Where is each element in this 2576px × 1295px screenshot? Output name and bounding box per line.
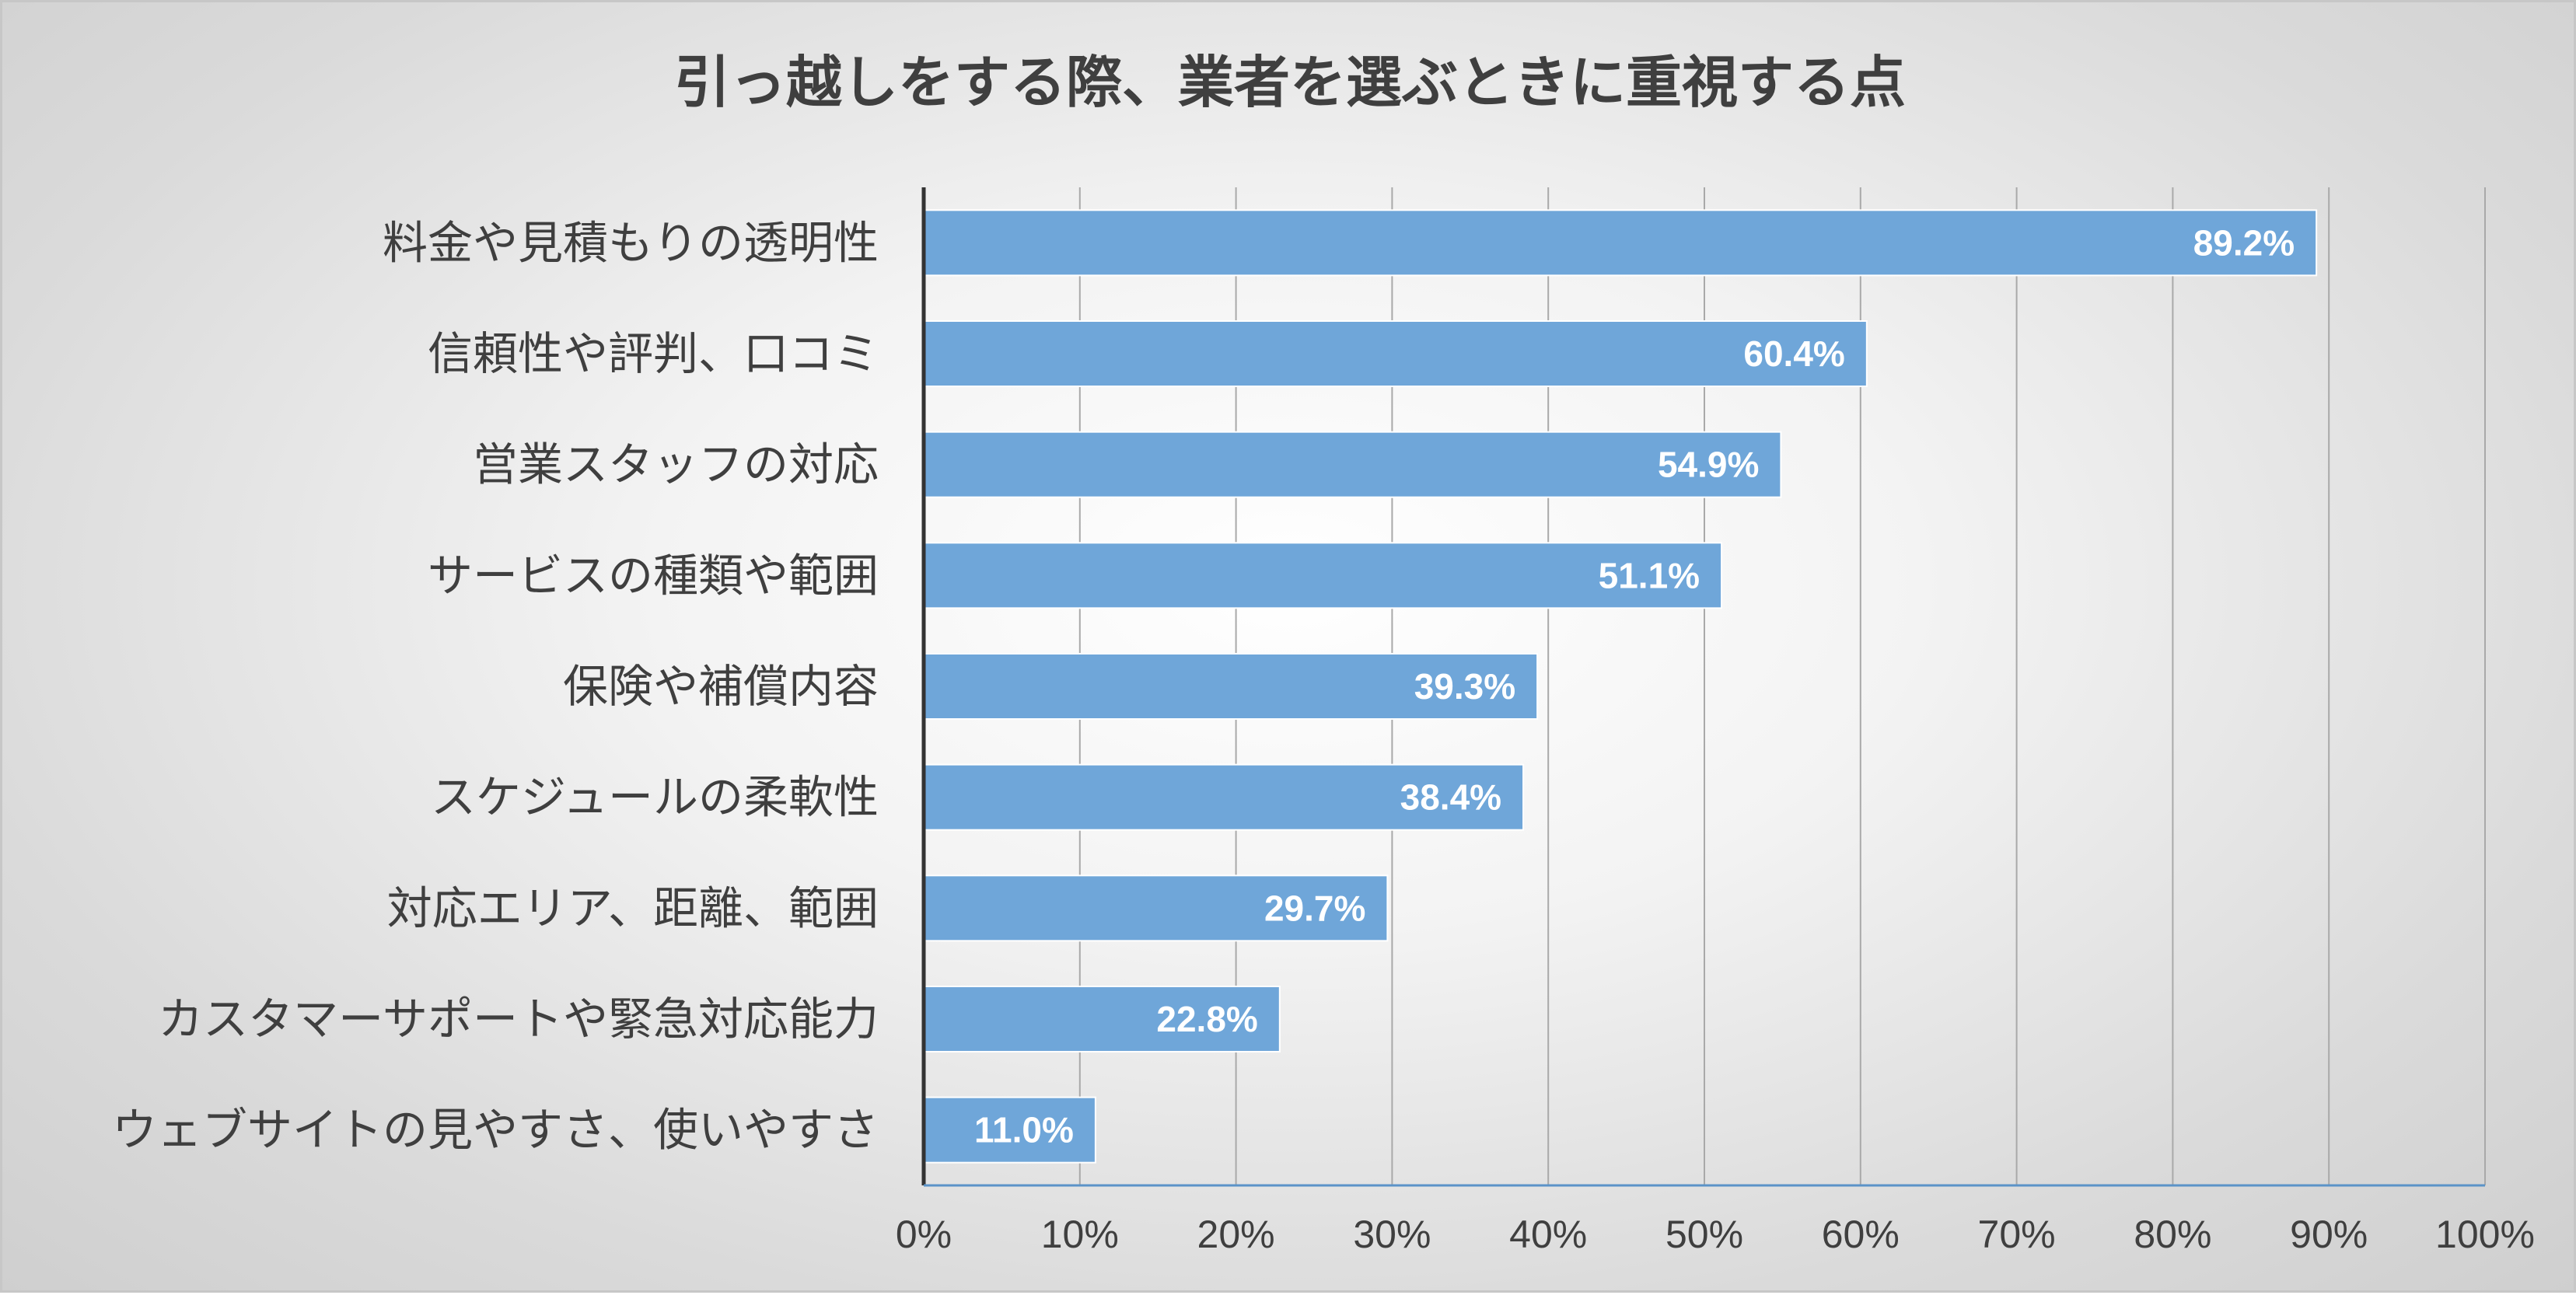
x-tick-label: 40% bbox=[1509, 1213, 1587, 1256]
x-axis-tick-labels: 0% 10% 20% 30% 40% 50% 60% 70% 80% 90% 100% bbox=[896, 1213, 2535, 1256]
x-tick-label: 70% bbox=[1978, 1213, 2056, 1256]
category-labels: 料金や見積もりの透明性信頼性や評判、口コミ営業スタッフの対応サービスの種類や範囲… bbox=[112, 216, 879, 1156]
data-label: 22.8% bbox=[1156, 999, 1257, 1039]
data-label: 89.2% bbox=[2193, 222, 2295, 263]
x-tick-label: 10% bbox=[1041, 1213, 1119, 1256]
x-tick-label: 50% bbox=[1665, 1213, 1743, 1256]
bars: 89.2% 60.4% 54.9% 51.1% 39.3% 38.4% 29.7% 22.8%… bbox=[923, 209, 2318, 1164]
x-tick-label: 90% bbox=[2290, 1213, 2368, 1256]
data-label: 60.4% bbox=[1743, 333, 1844, 374]
x-tick-label: 20% bbox=[1197, 1213, 1275, 1256]
category-label: 営業スタッフの対応 bbox=[473, 438, 879, 491]
category-label: サービスの種類や範囲 bbox=[428, 549, 879, 602]
bar bbox=[923, 320, 1868, 387]
category-label: 対応エリア、距離、範囲 bbox=[387, 881, 879, 934]
category-label: 料金や見積もりの透明性 bbox=[383, 216, 879, 269]
axes bbox=[921, 187, 2485, 1187]
category-label: スケジュールの柔軟性 bbox=[431, 771, 879, 824]
chart-title: 引っ越しをする際、業者を選ぶときに重視する点 bbox=[674, 50, 1906, 115]
x-tick-label: 30% bbox=[1353, 1213, 1431, 1256]
data-label: 29.7% bbox=[1264, 888, 1365, 928]
category-label: ウェブサイトの見やすさ、使いやすさ bbox=[112, 1104, 879, 1157]
bar bbox=[923, 542, 1723, 609]
data-label: 51.1% bbox=[1599, 555, 1700, 595]
data-label: 39.3% bbox=[1414, 666, 1515, 707]
x-tick-label: 60% bbox=[1822, 1213, 1900, 1256]
category-label: 保険や補償内容 bbox=[563, 660, 879, 713]
bar bbox=[923, 209, 2318, 277]
data-label: 54.9% bbox=[1658, 445, 1759, 485]
x-tick-label: 0% bbox=[896, 1213, 952, 1256]
x-tick-label: 100% bbox=[2435, 1213, 2535, 1256]
bar bbox=[923, 431, 1782, 498]
category-label: カスタマーサポートや緊急対応能力 bbox=[158, 993, 879, 1045]
data-label: 11.0% bbox=[974, 1110, 1074, 1150]
category-label: 信頼性や評判、口コミ bbox=[428, 327, 879, 380]
data-label: 38.4% bbox=[1400, 777, 1501, 818]
x-tick-label: 80% bbox=[2134, 1213, 2211, 1256]
